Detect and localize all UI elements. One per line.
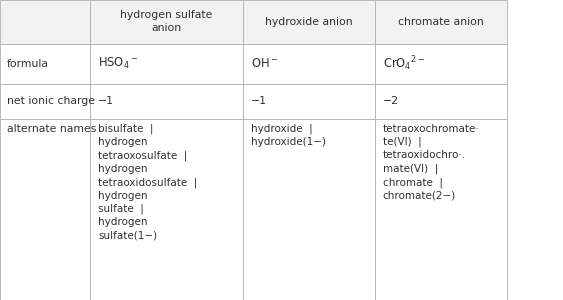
Bar bbox=[243, 44, 375, 84]
Bar bbox=[90, 44, 243, 84]
Bar bbox=[0, 0, 90, 44]
Bar bbox=[0, 44, 90, 84]
Text: tetraoxochromate·
te(VI)  |
tetraoxidochro·.
mate(VI)  |
chromate  |
chromate(2−: tetraoxochromate· te(VI) | tetraoxidochr… bbox=[383, 124, 480, 201]
Bar bbox=[243, 0, 375, 44]
Bar bbox=[0, 118, 90, 300]
Text: chromate anion: chromate anion bbox=[398, 17, 484, 27]
Bar bbox=[0, 84, 90, 119]
Bar bbox=[90, 84, 243, 119]
Bar bbox=[375, 118, 507, 300]
Bar bbox=[90, 118, 243, 300]
Bar bbox=[375, 84, 507, 119]
Bar bbox=[243, 84, 375, 119]
Text: bisulfate  |
hydrogen
tetraoxosulfate  |
hydrogen
tetraoxidosulfate  |
hydrogen
: bisulfate | hydrogen tetraoxosulfate | h… bbox=[98, 124, 198, 240]
Text: hydrogen sulfate
anion: hydrogen sulfate anion bbox=[120, 10, 213, 33]
Text: HSO$_4$$^-$: HSO$_4$$^-$ bbox=[98, 56, 138, 71]
Text: hydroxide anion: hydroxide anion bbox=[265, 17, 353, 27]
Text: net ionic charge: net ionic charge bbox=[7, 96, 95, 106]
Bar bbox=[375, 0, 507, 44]
Text: −1: −1 bbox=[98, 96, 114, 106]
Text: CrO$_4$$^{2-}$: CrO$_4$$^{2-}$ bbox=[383, 54, 425, 73]
Text: alternate names: alternate names bbox=[7, 124, 96, 134]
Text: hydroxide  |
hydroxide(1−): hydroxide | hydroxide(1−) bbox=[251, 124, 326, 147]
Bar bbox=[243, 118, 375, 300]
Text: −2: −2 bbox=[383, 96, 399, 106]
Bar bbox=[90, 0, 243, 44]
Bar bbox=[375, 44, 507, 84]
Text: formula: formula bbox=[7, 59, 49, 69]
Text: −1: −1 bbox=[251, 96, 267, 106]
Text: OH$^-$: OH$^-$ bbox=[251, 57, 278, 70]
